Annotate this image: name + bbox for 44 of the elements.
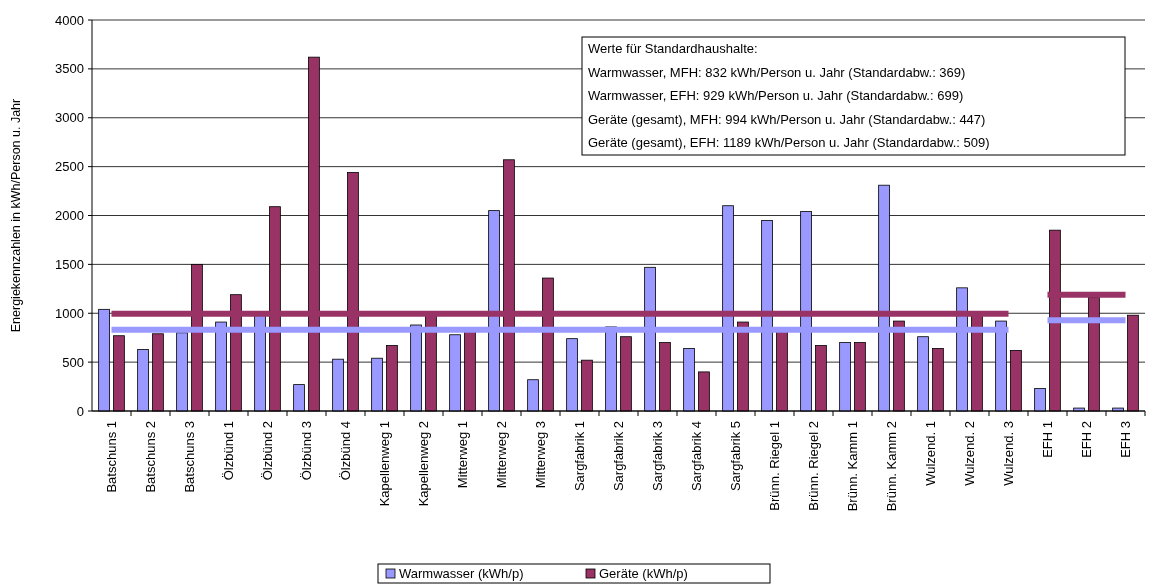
y-tick-label: 3500 [55,61,84,77]
x-tick-label: EFH 3 [1118,421,1134,458]
legend-label: Warmwasser (kWh/p) [399,566,524,581]
annotation: Warmwasser, EFH: 929 kWh/Person u. Jahr (Standardabw.: 699) [588,88,964,103]
x-tick-label: Mitterweg 1 [455,421,471,489]
x-tick-label: Wulzend. 2 [962,421,978,486]
x-tick-label: Brünn. Riegel 1 [767,421,783,511]
x-tick-label: Ölzbünd 4 [338,421,354,481]
x-tick-label: EFH 1 [1040,421,1056,458]
x-tick-label: Mitterweg 2 [494,421,510,489]
x-tick-label: Sargfabrik 3 [650,421,666,492]
y-tick-label: 500 [62,354,84,370]
x-tick-label: Ölzbünd 1 [221,421,237,481]
x-tick-label: Kapellenweg 1 [377,421,393,507]
annotation: Werte für Standardhaushalte: [588,41,758,56]
x-tick-label: Kapellenweg 2 [416,421,432,507]
x-tick-label: Batschuns 1 [104,421,120,493]
x-tick-label: Wulzend. 3 [1001,421,1017,486]
annotation: Warmwasser, MFH: 832 kWh/Person u. Jahr (Standardabw.: 369) [588,64,966,80]
x-tick-label: EFH 2 [1079,421,1095,458]
y-tick-label: 3000 [55,110,84,126]
x-tick-label: Ölzbünd 3 [299,421,315,481]
x-tick-label: Sargfabrik 1 [572,421,588,492]
y-tick-label: 1000 [55,305,84,321]
y-tick-label: 2500 [55,159,84,175]
x-tick-label: Brünn. Riegel 2 [806,421,822,511]
annotation: Geräte (gesamt), MFH: 994 kWh/Person u. Jahr (Standardabw.: 447) [588,111,986,127]
x-tick-label: Mitterweg 3 [533,421,549,489]
x-tick-label: Batschuns 2 [143,421,159,493]
annotation: Geräte (gesamt), EFH: 1189 kWh/Person u. Jahr (Standardabw.: 509) [588,135,990,150]
y-axis-title: Energiekennzahlen in kWh/Person u. Jahr [9,98,23,333]
x-tick-label: Wulzend. 1 [923,421,939,486]
legend-label: Geräte (kWh/p) [599,566,688,581]
x-tick-label: Brünn. Kamm 2 [884,421,900,512]
x-tick-label: Brünn. Kamm 1 [845,421,861,512]
y-tick-label: 0 [76,403,84,419]
y-tick-label: 1500 [55,256,84,272]
y-tick-label: 4000 [55,12,84,28]
y-tick-label: 2000 [55,208,84,224]
x-tick-label: Sargfabrik 2 [611,421,627,492]
x-tick-label: Batschuns 3 [182,421,198,493]
x-tick-label: Sargfabrik 4 [689,421,705,492]
x-tick-label: Sargfabrik 5 [728,421,744,492]
x-tick-label: Ölzbünd 2 [260,421,276,481]
